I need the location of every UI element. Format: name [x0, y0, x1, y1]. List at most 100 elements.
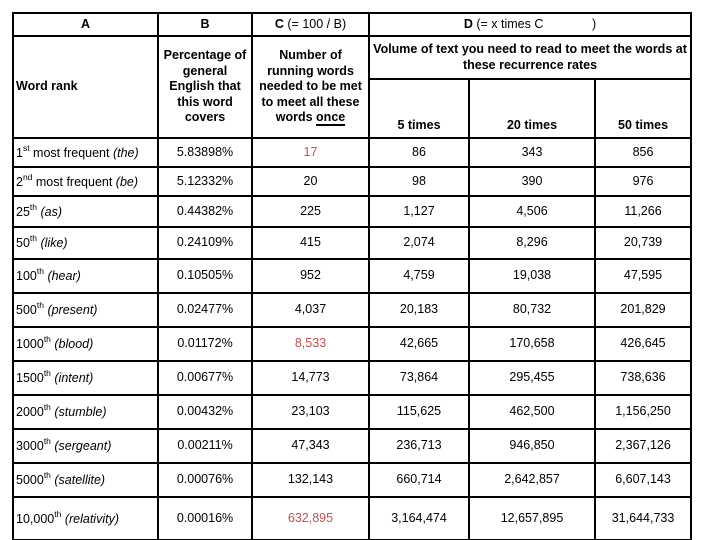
running-words-cell: 632,895 [251, 496, 370, 540]
volume-50x-cell: 856 [593, 137, 693, 168]
volume-5x-cell: 98 [368, 166, 470, 197]
example-word: (relativity) [64, 511, 119, 526]
running-words-cell: 14,773 [251, 360, 370, 396]
header-col-b: B [157, 12, 253, 37]
percentage-value: 0.00211% [177, 438, 233, 453]
percentage-header: Percentage of general English that this … [157, 35, 253, 139]
word-rank-cell: 2nd most frequent (be) [12, 166, 159, 197]
volume-5x-value: 4,759 [403, 268, 435, 283]
volume-20x-value: 295,455 [509, 370, 555, 385]
volume-5x-cell: 115,625 [368, 394, 470, 430]
col-c-formula: (= 100 / B) [283, 16, 347, 31]
rank-ordinal: th [43, 402, 51, 413]
percentage-value: 5.12332% [176, 173, 234, 188]
percentage-cell: 0.00432% [157, 394, 253, 430]
percentage-cell: 5.12332% [157, 166, 253, 197]
percentage-value: 0.00677% [176, 370, 234, 385]
volume-5x-value: 20,183 [399, 302, 439, 317]
running-words-cell: 4,037 [251, 292, 370, 328]
example-word: (hear) [47, 269, 81, 284]
running-words-value: 952 [300, 268, 321, 283]
rank-ordinal: th [54, 508, 62, 519]
volume-50x-cell: 201,829 [593, 292, 693, 328]
running-words-cell: 225 [251, 195, 370, 228]
rank-text: most frequent [32, 174, 116, 189]
col-b-letter: B [200, 16, 210, 31]
rank-number: 100 [16, 269, 37, 284]
volume-20x-value: 12,657,895 [500, 510, 564, 525]
volume-20x-value: 170,658 [509, 336, 555, 351]
word-rank-header: Word rank [12, 35, 159, 139]
volume-20x-cell: 80,732 [468, 292, 596, 328]
word-rank-cell: 3000th (sergeant) [12, 428, 159, 464]
volume-5x-cell: 73,864 [368, 360, 470, 396]
rank-number: 1000 [16, 337, 44, 352]
example-word: (satellite) [54, 473, 106, 488]
volume-20x-value: 946,850 [509, 438, 555, 453]
volume-50x-cell: 426,645 [593, 326, 693, 362]
volume-5x-cell: 660,714 [368, 462, 470, 498]
percentage-cell: 0.00211% [157, 428, 253, 464]
percentage-cell: 0.01172% [157, 326, 253, 362]
table-row: 1st most frequent (the) 5.83898% 17 86 3… [12, 137, 693, 168]
word-rank-cell: 100th (hear) [12, 258, 159, 294]
running-words-value: 20 [303, 173, 318, 188]
word-rank-cell: 25th (as) [12, 195, 159, 228]
volume-50x-value: 47,595 [623, 268, 663, 283]
example-word: (as) [40, 204, 63, 219]
volume-20x-cell: 462,500 [468, 394, 596, 430]
volume-50x-cell: 6,607,143 [593, 462, 693, 498]
volume-50x-value: 11,266 [624, 203, 662, 218]
volume-20x-cell: 946,850 [468, 428, 596, 464]
rank-ordinal: nd [22, 171, 33, 182]
example-word: (sergeant) [54, 439, 112, 454]
volume-50x-cell: 20,739 [593, 226, 693, 260]
volume-50x-value: 2,367,126 [615, 438, 671, 453]
percentage-cell: 0.00677% [157, 360, 253, 396]
rank-text: most frequent [29, 145, 113, 160]
volume-50x-cell: 31,644,733 [593, 496, 693, 540]
table-row: 2nd most frequent (be) 5.12332% 20 98 39… [12, 166, 693, 197]
running-words-value: 132,143 [287, 472, 334, 487]
running-words-cell: 8,533 [251, 326, 370, 362]
volume-20x-cell: 390 [468, 166, 596, 197]
word-rank-cell: 5000th (satellite) [12, 462, 159, 498]
volume-5x-cell: 86 [368, 137, 470, 168]
percentage-value: 0.44382% [176, 203, 234, 218]
word-rank-cell: 1st most frequent (the) [12, 137, 159, 168]
running-words-value: 415 [300, 235, 321, 250]
volume-5x-cell: 236,713 [368, 428, 470, 464]
volume-5x-cell: 2,074 [368, 226, 470, 260]
word-rank-cell: 2000th (stumble) [12, 394, 159, 430]
table-row: 50th (like) 0.24109% 415 2,074 8,296 20,… [12, 226, 693, 260]
volume-20x-cell: 19,038 [468, 258, 596, 294]
volume-header: Volume of text you need to read to meet … [367, 35, 693, 80]
percentage-cell: 0.00076% [157, 462, 253, 498]
table-row: 3000th (sergeant) 0.00211% 47,343 236,71… [12, 428, 693, 464]
percentage-cell: 5.83898% [157, 137, 253, 168]
table-row: 5000th (satellite) 0.00076% 132,143 660,… [12, 462, 693, 498]
example-word: (present) [47, 303, 98, 318]
header-col-c: C (= 100 / B) [251, 12, 370, 37]
rank-ordinal: th [29, 233, 37, 244]
running-words-value: 632,895 [287, 510, 334, 525]
running-words-cell: 47,343 [251, 428, 370, 464]
volume-50x-value: 201,829 [620, 302, 666, 317]
volume-5x-value: 73,864 [399, 370, 439, 385]
table-row: 100th (hear) 0.10505% 952 4,759 19,038 4… [12, 258, 693, 294]
volume-5x-value: 2,074 [403, 235, 435, 250]
table-row: 25th (as) 0.44382% 225 1,127 4,506 11,26… [12, 195, 693, 228]
table-body: 1st most frequent (the) 5.83898% 17 86 3… [12, 137, 693, 540]
running-words-header-text: Number of running words needed to be met… [259, 47, 362, 125]
rank-number: 5000 [16, 473, 44, 488]
volume-5x-value: 1,127 [403, 203, 435, 218]
col-20-times: 20 times [468, 78, 596, 139]
running-words-value: 225 [300, 203, 321, 218]
rank-number: 500 [16, 303, 37, 318]
running-words-value: 17 [303, 144, 318, 159]
word-rank-cell: 10,000th (relativity) [12, 496, 159, 540]
volume-20x-cell: 2,642,857 [468, 462, 596, 498]
volume-50x-cell: 1,156,250 [593, 394, 693, 430]
volume-5x-value: 98 [412, 173, 426, 188]
